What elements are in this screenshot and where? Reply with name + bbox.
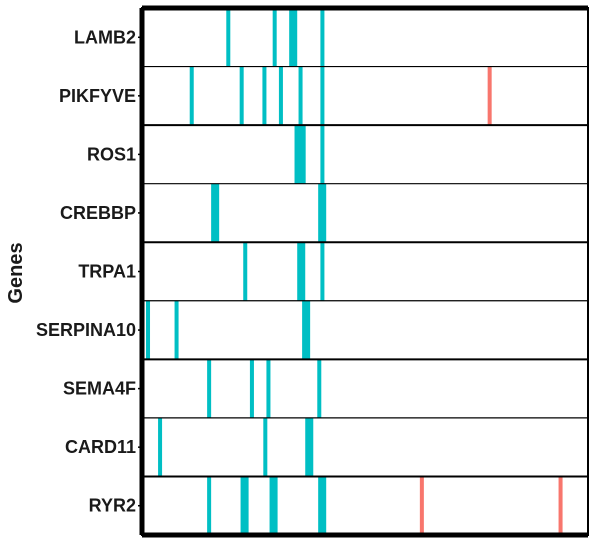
mutation-mark-sema4f-21	[207, 359, 212, 418]
mutation-mark-ryr2-28	[207, 476, 212, 535]
mutation-mark-serpina10-18	[146, 300, 151, 360]
mutation-mark-lamb2-1	[272, 8, 277, 67]
mutation-mark-pikfyve-9	[320, 66, 325, 126]
mutation-mark-pikfyve-6	[262, 66, 267, 126]
plot-area	[139, 5, 589, 538]
mutation-mark-crebbp-14	[318, 183, 327, 243]
y-axis-title: Genes	[5, 242, 27, 303]
mutation-mark-trpa1-15	[243, 242, 248, 301]
mutation-mark-lamb2-0	[226, 8, 231, 67]
gene-label-lamb2: LAMB2	[74, 27, 136, 47]
plot-background	[142, 8, 588, 535]
gene-label-ros1: ROS1	[87, 144, 136, 164]
mutation-mark-lamb2-3	[320, 8, 325, 67]
mutation-mark-ryr2-33	[558, 476, 563, 535]
mutation-mark-trpa1-17	[320, 242, 325, 301]
mutation-mark-ros1-12	[320, 125, 325, 184]
mutation-mark-card11-26	[263, 417, 268, 477]
gene-label-crebbp: CREBBP	[60, 203, 136, 223]
mutation-mark-ryr2-29	[240, 476, 249, 535]
gene-label-sema4f: SEMA4F	[63, 379, 136, 399]
mutation-mark-sema4f-22	[249, 359, 254, 418]
mutation-mark-pikfyve-7	[278, 66, 283, 126]
mutation-mark-serpina10-19	[174, 300, 179, 360]
mutation-mark-ros1-11	[294, 125, 306, 184]
mutation-mark-crebbp-13	[211, 183, 220, 243]
mutation-mark-ryr2-30	[269, 476, 278, 535]
mutation-mark-pikfyve-10	[487, 66, 492, 126]
gene-label-ryr2: RYR2	[89, 496, 136, 516]
gene-label-card11: CARD11	[65, 437, 136, 457]
mutation-mark-ryr2-32	[419, 476, 424, 535]
mutation-mark-card11-25	[158, 417, 163, 477]
gene-label-serpina10: SERPINA10	[36, 320, 136, 340]
gene-label-pikfyve: PIKFYVE	[59, 86, 136, 106]
mutation-mark-lamb2-2	[289, 8, 298, 67]
mutation-mark-ryr2-31	[318, 476, 327, 535]
mutation-mark-sema4f-24	[317, 359, 322, 418]
mutation-mark-pikfyve-4	[189, 66, 194, 126]
mutation-mark-serpina10-20	[302, 300, 311, 360]
gene-labels: LAMB2 PIKFYVE ROS1 CREBBP TRPA1 SERPINA10 SEMA…	[36, 27, 142, 516]
mutation-mark-pikfyve-8	[298, 66, 303, 126]
mutation-mark-sema4f-23	[266, 359, 271, 418]
gene-label-trpa1: TRPA1	[78, 262, 136, 282]
mutation-mark-card11-27	[305, 417, 314, 477]
mutation-mark-trpa1-16	[297, 242, 306, 301]
mutation-mark-pikfyve-5	[239, 66, 244, 126]
